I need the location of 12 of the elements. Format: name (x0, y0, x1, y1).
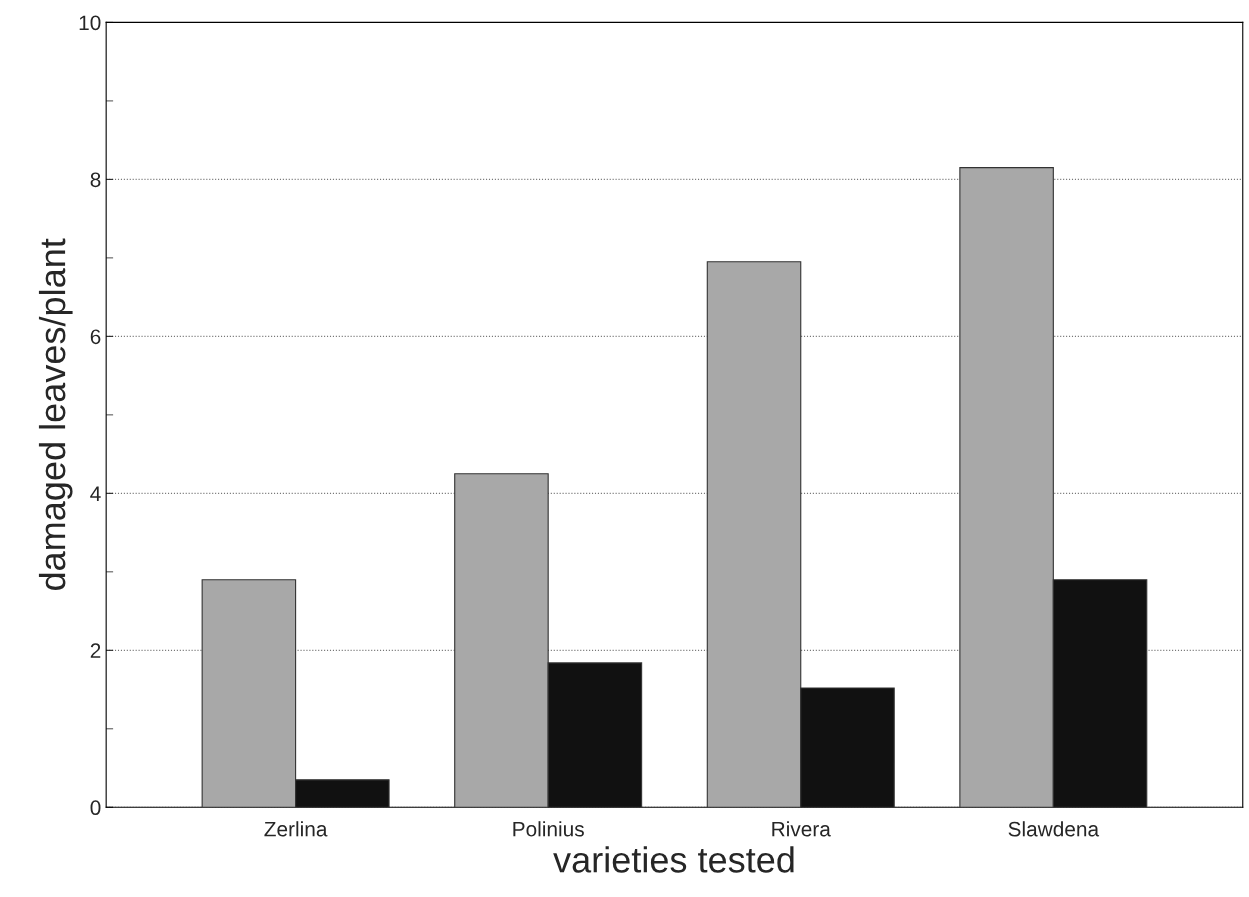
x-tick-label: Polinius (513, 821, 584, 837)
x-tick-label: Zerlina (264, 821, 328, 837)
x-axis-title: varieties tested (553, 846, 794, 873)
y-tick-label: 10 (79, 15, 101, 31)
x-tick-label: Rivera (772, 821, 831, 837)
y-tick-label: 6 (90, 329, 101, 345)
y-tick-label: 4 (90, 486, 101, 501)
y-tick-label: 0 (90, 800, 101, 816)
x-tick-label: Slawdena (1008, 821, 1100, 837)
y-tick-label: 2 (90, 643, 101, 658)
y-axis-title: damaged leaves/plant (38, 238, 73, 590)
y-tick-label: 8 (90, 172, 101, 188)
